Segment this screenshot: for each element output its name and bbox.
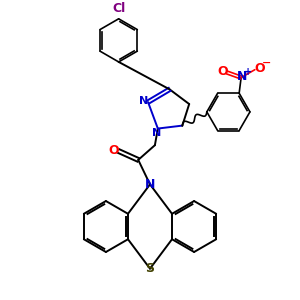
Text: −: − <box>262 58 271 68</box>
Text: N: N <box>139 96 148 106</box>
Text: N: N <box>237 70 247 83</box>
Text: O: O <box>254 62 265 75</box>
Text: O: O <box>108 144 119 157</box>
Text: N: N <box>152 128 161 138</box>
Text: +: + <box>244 67 252 77</box>
Text: Cl: Cl <box>112 2 125 15</box>
Text: S: S <box>146 262 154 275</box>
Text: O: O <box>217 65 228 78</box>
Text: N: N <box>145 178 155 191</box>
